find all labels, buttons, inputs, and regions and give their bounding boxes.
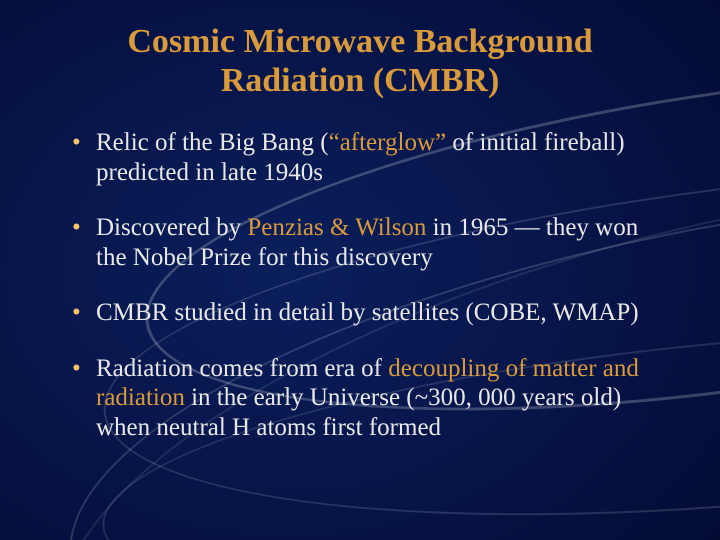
slide: Cosmic Microwave Background Radiation (C… <box>0 0 720 540</box>
body-text: Relic of the Big Bang ( <box>96 129 329 156</box>
bullet-list: Relic of the Big Bang (“afterglow” of in… <box>60 128 660 442</box>
slide-title: Cosmic Microwave Background Radiation (C… <box>60 22 660 100</box>
body-text: Discovered by <box>96 214 247 241</box>
accent-text: Penzias & Wilson <box>247 214 426 241</box>
bullet-item: Radiation comes from era of decoupling o… <box>72 354 660 443</box>
bullet-item: Discovered by Penzias & Wilson in 1965 —… <box>72 213 660 272</box>
bullet-item: Relic of the Big Bang (“afterglow” of in… <box>72 128 660 187</box>
accent-text: “afterglow” <box>329 129 447 156</box>
body-text: CMBR studied in detail by satellites (CO… <box>96 299 639 326</box>
bullet-item: CMBR studied in detail by satellites (CO… <box>72 298 660 328</box>
body-text: Radiation comes from era of <box>96 355 388 382</box>
